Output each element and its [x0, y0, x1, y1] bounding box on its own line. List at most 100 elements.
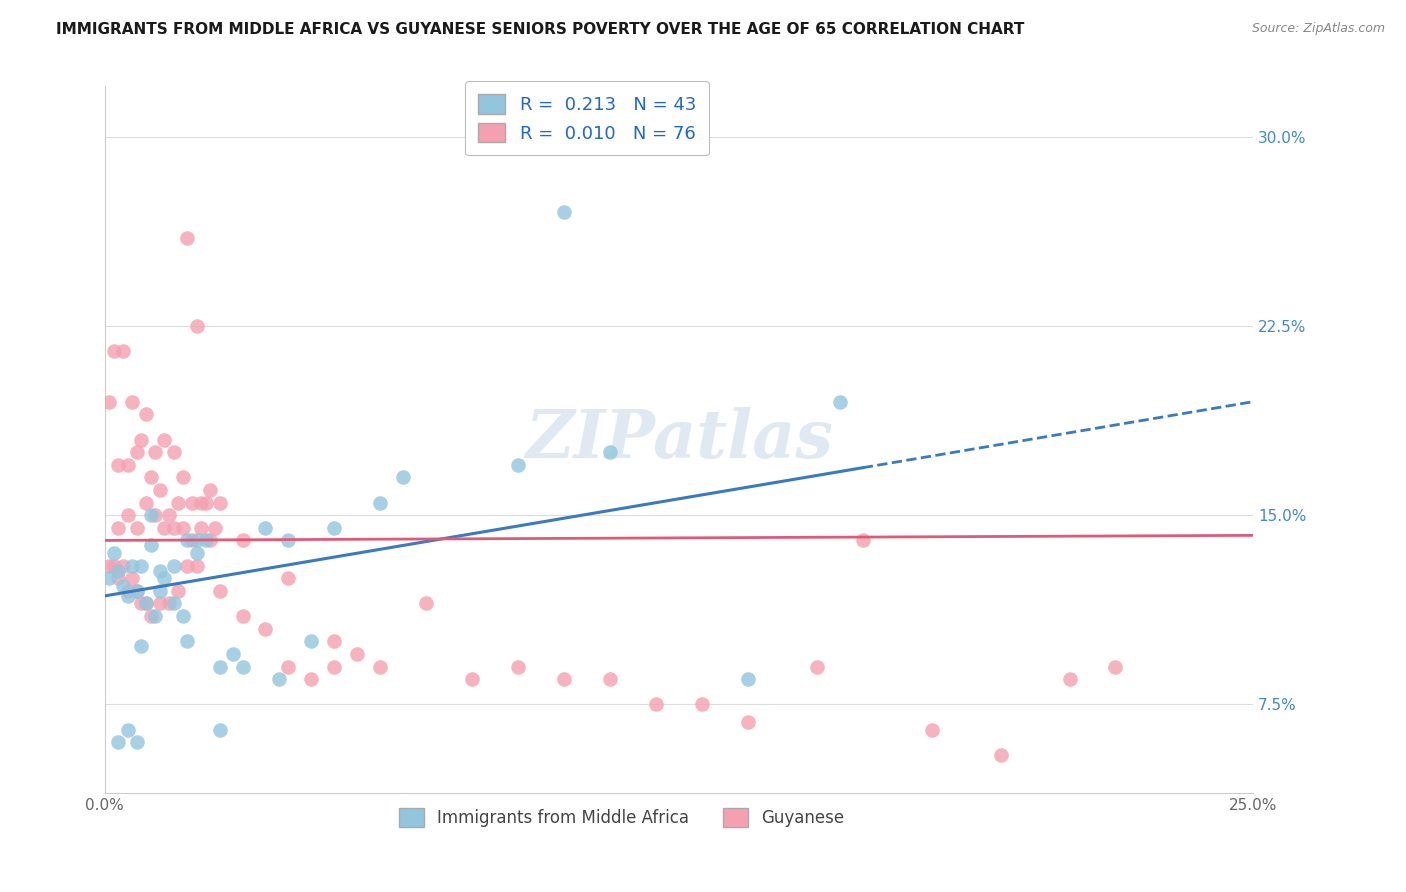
Point [208, 583, 231, 598]
Point [131, 597, 153, 611]
Point [157, 508, 180, 523]
Point [131, 558, 153, 573]
Point [107, 458, 129, 472]
Point [153, 521, 176, 535]
Point [125, 521, 148, 535]
Point [149, 583, 172, 598]
Point [117, 723, 139, 737]
Point [599, 672, 621, 686]
Point [131, 433, 153, 447]
Point [599, 445, 621, 459]
Point [162, 521, 184, 535]
Text: IMMIGRANTS FROM MIDDLE AFRICA VS GUYANESE SENIORS POVERTY OVER THE AGE OF 65 COR: IMMIGRANTS FROM MIDDLE AFRICA VS GUYANES… [56, 22, 1025, 37]
Point [139, 470, 162, 484]
Point [990, 747, 1012, 762]
Point [117, 589, 139, 603]
Point [852, 533, 875, 548]
Text: Source: ZipAtlas.com: Source: ZipAtlas.com [1251, 22, 1385, 36]
Point [107, 571, 129, 585]
Point [553, 672, 575, 686]
Point [176, 558, 198, 573]
Legend: Immigrants from Middle Africa, Guyanese: Immigrants from Middle Africa, Guyanese [392, 802, 851, 834]
Point [277, 659, 299, 673]
Point [103, 344, 125, 359]
Point [125, 583, 148, 598]
Point [921, 723, 943, 737]
Point [1059, 672, 1081, 686]
Point [139, 508, 162, 523]
Point [149, 597, 172, 611]
Point [323, 659, 346, 673]
Point [231, 659, 253, 673]
Point [153, 571, 176, 585]
Point [806, 659, 828, 673]
Point [112, 579, 135, 593]
Point [176, 533, 198, 548]
Point [200, 483, 222, 497]
Point [194, 495, 217, 509]
Point [277, 571, 299, 585]
Point [103, 558, 125, 573]
Point [231, 533, 253, 548]
Point [181, 495, 204, 509]
Point [323, 634, 346, 648]
Point [149, 483, 172, 497]
Point [167, 495, 190, 509]
Point [323, 521, 346, 535]
Point [194, 533, 217, 548]
Point [98, 558, 121, 573]
Point [121, 394, 143, 409]
Point [346, 647, 368, 661]
Point [153, 433, 176, 447]
Point [208, 723, 231, 737]
Text: ZIPatlas: ZIPatlas [524, 407, 832, 472]
Point [186, 558, 208, 573]
Point [181, 533, 204, 548]
Point [143, 508, 166, 523]
Point [149, 564, 172, 578]
Point [135, 495, 157, 509]
Point [186, 533, 208, 548]
Point [299, 634, 322, 648]
Point [269, 672, 291, 686]
Point [125, 445, 148, 459]
Point [392, 470, 415, 484]
Point [98, 571, 121, 585]
Point [135, 597, 157, 611]
Point [162, 597, 184, 611]
Point [461, 672, 484, 686]
Point [208, 495, 231, 509]
Point [131, 640, 153, 654]
Point [125, 583, 148, 598]
Point [162, 445, 184, 459]
Point [117, 508, 139, 523]
Point [176, 634, 198, 648]
Point [112, 344, 135, 359]
Point [222, 647, 245, 661]
Point [117, 583, 139, 598]
Point [112, 558, 135, 573]
Point [254, 622, 277, 636]
Point [208, 659, 231, 673]
Point [508, 458, 530, 472]
Point [143, 609, 166, 624]
Point [299, 672, 322, 686]
Point [737, 672, 759, 686]
Point [157, 597, 180, 611]
Point [277, 533, 299, 548]
Point [98, 394, 121, 409]
Point [125, 735, 148, 749]
Point [139, 609, 162, 624]
Point [162, 558, 184, 573]
Point [107, 521, 129, 535]
Point [107, 735, 129, 749]
Point [172, 609, 194, 624]
Point [645, 698, 668, 712]
Point [117, 458, 139, 472]
Point [508, 659, 530, 673]
Point [828, 394, 851, 409]
Point [190, 521, 212, 535]
Point [172, 521, 194, 535]
Point [103, 546, 125, 560]
Point [370, 659, 392, 673]
